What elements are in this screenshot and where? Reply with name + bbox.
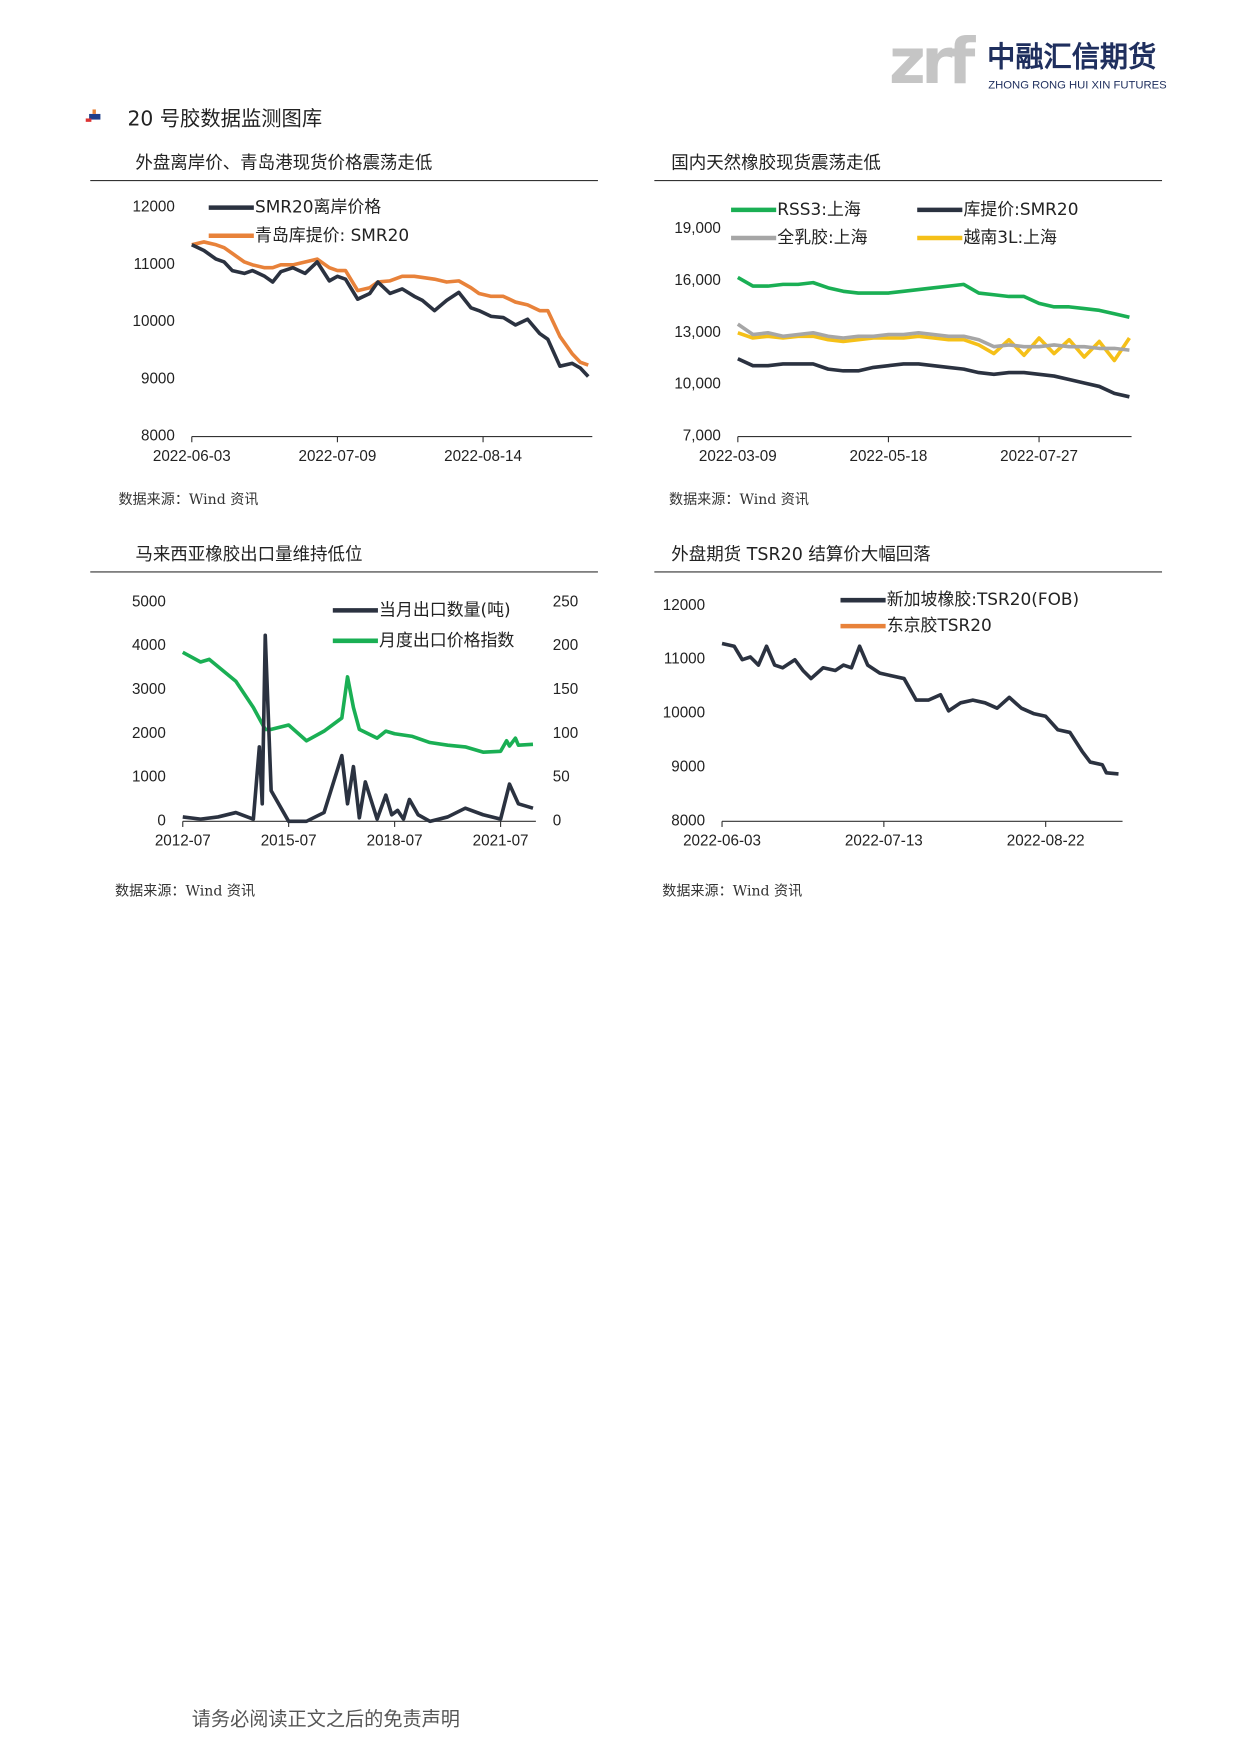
y-tick-label: 11000 <box>664 651 705 668</box>
x-tick-label: 2022-06-03 <box>683 833 761 850</box>
series-line <box>191 243 590 378</box>
x-tick-label: 2022-05-18 <box>850 448 928 465</box>
series-line <box>182 633 534 824</box>
x-tick-label: 2022-06-03 <box>153 448 231 465</box>
x-tick-label: 2022-07-13 <box>845 833 923 850</box>
footer-note: 请务必阅读正文之后的免责声明 <box>192 1707 460 1730</box>
series-line <box>736 275 1130 320</box>
x-tick-label: 2022-03-09 <box>699 448 777 465</box>
y-tick-label: 0 <box>157 812 165 829</box>
y-tick-label: 16,000 <box>674 272 721 289</box>
company-name: 中融汇信期货 <box>987 41 1156 74</box>
legend-label: 月度出口价格指数 <box>379 630 514 650</box>
legend-label: 越南3L:上海 <box>963 227 1057 247</box>
logo-mark: zrf <box>889 24 977 98</box>
y-tick-label: 7,000 <box>683 428 721 445</box>
y2-tick-label: 50 <box>553 769 570 786</box>
y-tick-label: 5000 <box>132 593 166 610</box>
y2-tick-label: 0 <box>553 812 561 829</box>
y-tick-label: 12000 <box>133 199 175 216</box>
y2-tick-label: 100 <box>553 725 578 742</box>
y-tick-label: 13,000 <box>674 324 721 341</box>
chart-title: 外盘离岸价、青岛港现货价格震荡走低 <box>135 154 432 174</box>
y-tick-label: 11000 <box>134 256 175 273</box>
company-name-en: ZHONG RONG HUI XIN FUTURES <box>988 80 1166 92</box>
series-line <box>191 240 589 367</box>
y-tick-label: 10000 <box>133 313 175 330</box>
x-tick-label: 2022-08-22 <box>1007 833 1085 850</box>
legend-label: 全乳胶:上海 <box>777 227 867 247</box>
y-tick-label: 1000 <box>132 769 166 786</box>
series-line <box>736 322 1130 352</box>
y-tick-label: 9000 <box>671 758 705 775</box>
y2-tick-label: 150 <box>553 681 578 698</box>
series-line <box>737 357 1130 399</box>
y-tick-label: 10,000 <box>674 376 721 393</box>
x-tick-label: 2021-07 <box>473 833 529 850</box>
legend-label: 新加坡橡胶:TSR20(FOB) <box>887 589 1079 609</box>
chart-title: 国内天然橡胶现货震荡走低 <box>671 154 881 174</box>
legend-label: 东京胶TSR20 <box>887 615 992 635</box>
x-tick-label: 2022-08-14 <box>444 448 522 465</box>
section-title: 20 号胶数据监测图库 <box>127 107 322 131</box>
legend-label: 库提价:SMR20 <box>963 199 1078 219</box>
x-tick-label: 2018-07 <box>367 833 423 850</box>
legend-label: 青岛库提价: SMR20 <box>255 225 409 245</box>
y-tick-label: 9000 <box>141 370 175 387</box>
source-note: 数据来源：Wind 资讯 <box>115 883 255 899</box>
y-tick-label: 2000 <box>132 725 166 742</box>
y-tick-label: 4000 <box>132 637 166 654</box>
y-tick-label: 8000 <box>141 428 175 445</box>
chart-title: 外盘期货 TSR20 结算价大幅回落 <box>671 545 931 565</box>
series-line <box>181 650 534 754</box>
source-note: 数据来源：Wind 资讯 <box>662 883 802 899</box>
section-icon <box>85 109 101 122</box>
y-tick-label: 8000 <box>671 812 705 829</box>
legend-label: SMR20离岸价格 <box>255 197 381 217</box>
y2-tick-label: 250 <box>553 593 578 610</box>
x-tick-label: 2022-07-09 <box>298 448 376 465</box>
y2-tick-label: 200 <box>553 637 578 654</box>
x-tick-label: 2012-07 <box>155 833 211 850</box>
y-tick-label: 12000 <box>663 597 705 614</box>
x-tick-label: 2022-07-27 <box>1000 448 1078 465</box>
source-note: 数据来源：Wind 资讯 <box>669 492 809 508</box>
source-note: 数据来源：Wind 资讯 <box>118 492 258 508</box>
y-tick-label: 10000 <box>663 705 705 722</box>
x-tick-label: 2015-07 <box>261 833 317 850</box>
legend-label: RSS3:上海 <box>777 199 861 219</box>
y-tick-label: 3000 <box>132 681 166 698</box>
chart-title: 马来西亚橡胶出口量维持低位 <box>135 545 362 565</box>
legend-label: 当月出口数量(吨) <box>379 599 511 619</box>
series-line <box>721 641 1119 776</box>
y-tick-label: 19,000 <box>674 220 721 237</box>
